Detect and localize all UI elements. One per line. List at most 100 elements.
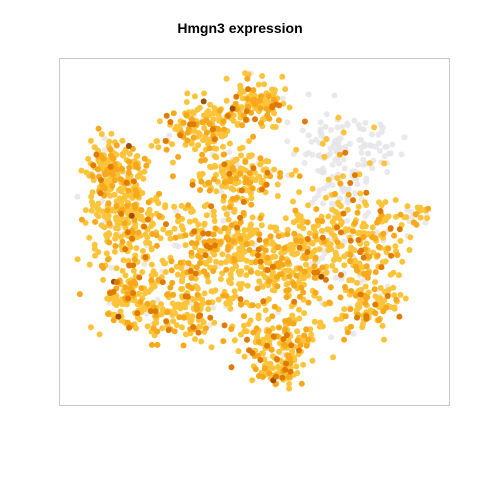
cell-point-expressing — [221, 151, 228, 158]
cell-point-background — [352, 190, 359, 196]
cell-point-expressing — [201, 203, 208, 210]
cell-point-expressing — [141, 155, 148, 162]
cell-point-expressing — [156, 118, 163, 125]
cell-point-expressing — [372, 293, 379, 300]
cell-point-expressing — [257, 215, 264, 222]
cell-point-expressing — [241, 322, 247, 329]
cell-point-expressing — [113, 265, 120, 272]
cell-point-expressing — [354, 314, 360, 321]
cell-point-expressing — [348, 323, 354, 330]
cell-point-expressing — [241, 227, 248, 233]
cell-point-expressing — [110, 317, 117, 324]
cell-point-background — [368, 142, 375, 149]
cell-point-expressing — [297, 238, 304, 245]
cell-point-expressing — [319, 140, 326, 147]
cell-point-expressing — [220, 143, 226, 150]
cell-point-expressing — [371, 286, 378, 293]
cell-point-background — [328, 126, 335, 133]
cell-point-expressing — [354, 209, 361, 216]
cell-point-expressing — [133, 245, 140, 252]
cell-point-expressing — [113, 166, 120, 173]
cell-point-expressing — [205, 299, 212, 306]
cell-point-expressing — [124, 202, 131, 209]
cell-point-expressing — [188, 208, 195, 215]
cell-point-expressing — [162, 137, 169, 144]
cell-point-expressing — [163, 146, 170, 153]
cell-point-expressing — [356, 171, 363, 178]
cell-point-expressing — [171, 225, 178, 232]
cell-point-expressing — [265, 328, 272, 335]
cell-point-expressing — [241, 248, 248, 255]
cell-point-expressing — [129, 235, 135, 242]
cell-point-expressing — [282, 366, 289, 373]
cell-point-expressing — [314, 269, 321, 276]
cell-point-expressing — [98, 177, 104, 183]
cell-point-background — [369, 165, 376, 171]
cell-point-expressing — [294, 337, 301, 344]
cell-point-expressing — [180, 314, 187, 321]
cell-point-expressing — [256, 278, 263, 285]
cell-point-expressing — [361, 199, 368, 206]
cell-point-expressing — [347, 180, 354, 186]
cell-point-expressing — [132, 204, 139, 211]
cell-point-expressing — [200, 300, 206, 307]
cell-point-background — [141, 261, 148, 268]
cell-point-expressing — [425, 205, 432, 212]
cell-point-expressing — [82, 207, 89, 214]
cell-point-expressing — [276, 324, 282, 331]
cell-point-expressing — [237, 90, 244, 97]
cell-point-background — [332, 274, 339, 281]
cell-point-expressing — [107, 152, 114, 159]
cell-point-expressing — [227, 178, 234, 185]
cell-point-expressing — [195, 313, 202, 320]
cell-point-expressing — [319, 227, 325, 234]
cell-point-expressing — [266, 278, 273, 285]
cell-point-background — [340, 156, 347, 163]
cell-point-expressing — [259, 373, 266, 380]
cell-point-expressing — [136, 274, 143, 281]
cell-point-background — [354, 181, 361, 188]
cell-point-expressing — [225, 253, 232, 260]
cell-point-expressing — [120, 257, 127, 264]
cell-point-background — [210, 304, 217, 311]
cell-point-expressing — [119, 238, 126, 245]
cell-point-expressing — [397, 238, 404, 244]
cell-point-expressing — [243, 272, 250, 279]
cell-point-expressing — [380, 230, 387, 237]
cell-point-expressing — [250, 133, 257, 140]
cell-point-expressing — [248, 240, 255, 246]
cell-point-expressing — [238, 331, 244, 338]
cell-point-expressing — [148, 272, 155, 279]
cell-point-expressing — [269, 239, 276, 246]
cell-point-expressing — [203, 242, 210, 249]
cell-point-expressing — [281, 245, 288, 252]
cell-point-expressing — [288, 171, 295, 178]
cell-point-expressing — [202, 325, 209, 332]
cell-point-expressing — [263, 238, 269, 245]
cell-point-expressing — [342, 313, 349, 320]
cell-point-expressing — [262, 247, 269, 254]
cell-point-expressing — [221, 205, 228, 212]
cell-point-expressing — [352, 220, 358, 226]
cell-point-expressing — [303, 261, 309, 268]
cell-point-expressing — [396, 313, 403, 320]
cell-point-expressing — [278, 255, 285, 262]
cell-point-expressing — [265, 316, 272, 323]
cell-point-expressing — [226, 204, 233, 211]
cell-point-expressing — [334, 175, 341, 182]
cell-point-expressing — [112, 235, 119, 242]
cell-point-background — [331, 92, 338, 99]
cell-point-expressing — [206, 121, 213, 128]
cell-point-expressing — [378, 202, 385, 209]
cell-point-expressing — [291, 298, 298, 305]
cell-point-expressing — [211, 218, 218, 224]
cell-point-expressing — [412, 211, 419, 218]
cell-point-expressing — [126, 150, 133, 157]
cell-point-expressing — [376, 317, 382, 324]
cell-point-expressing — [131, 278, 138, 285]
cell-point-expressing — [210, 110, 217, 117]
cell-point-expressing — [292, 167, 299, 174]
cell-point-expressing — [221, 126, 227, 133]
cell-point-expressing — [316, 295, 323, 302]
